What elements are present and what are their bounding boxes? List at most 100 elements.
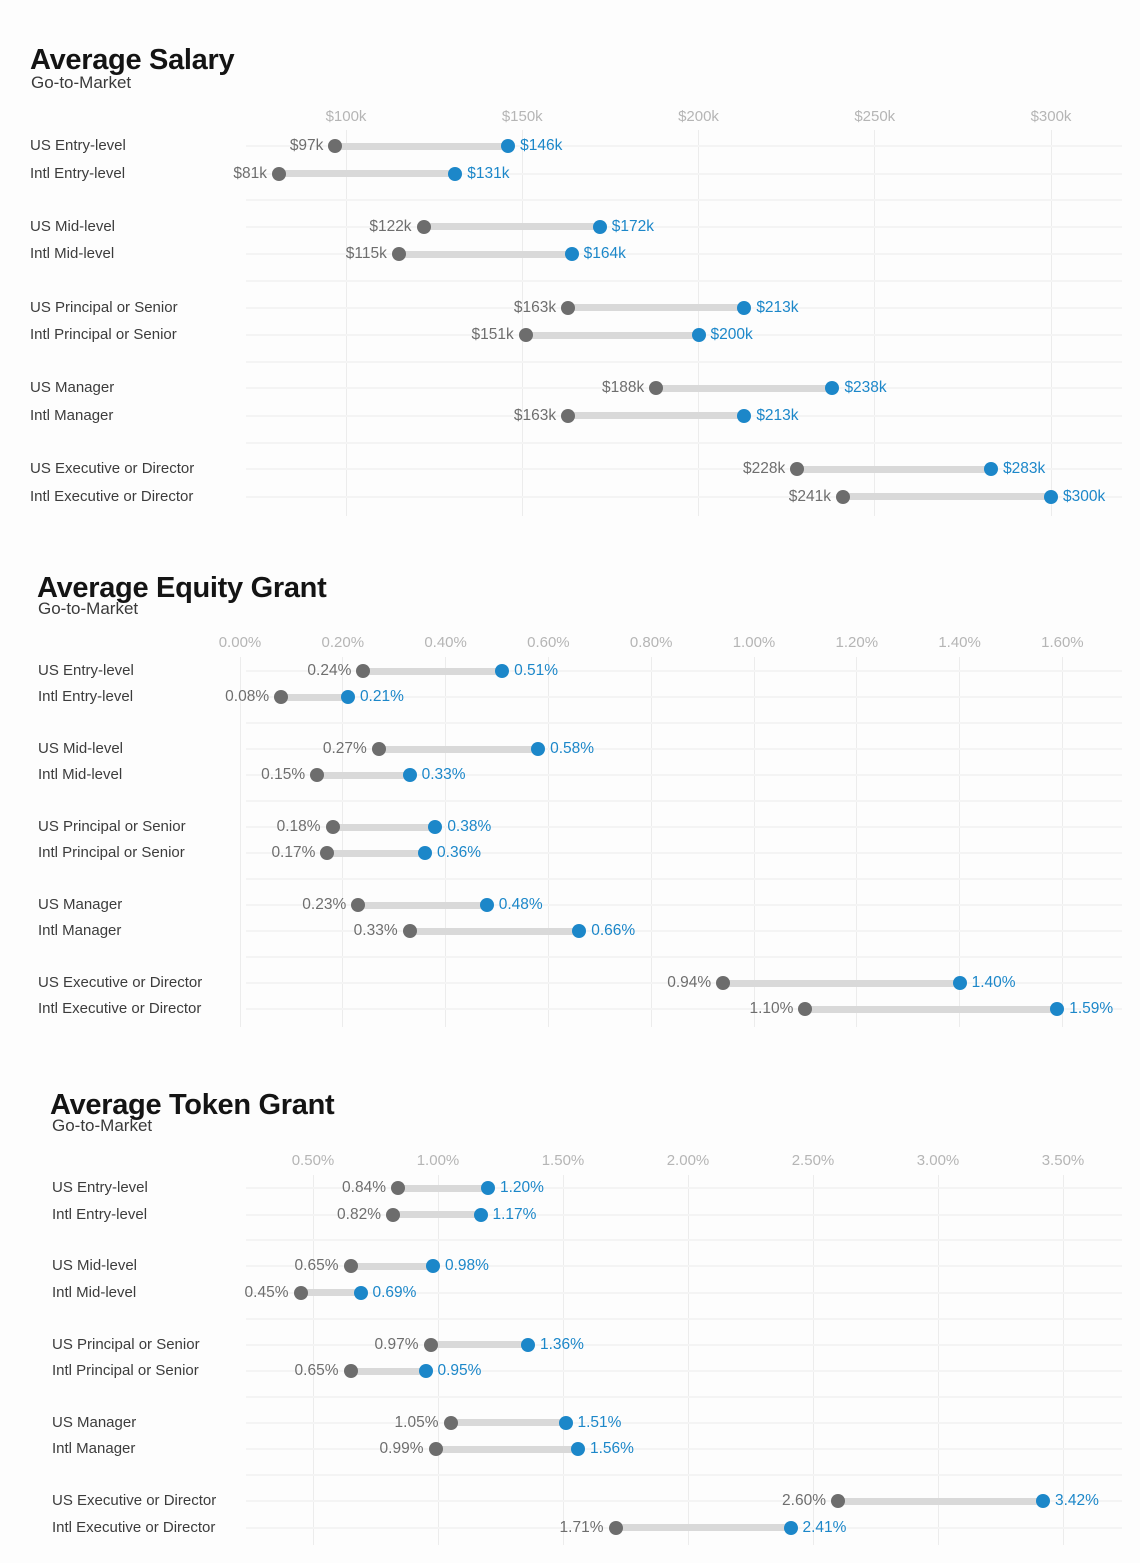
min-value-label: 0.24% [307, 662, 352, 679]
category-label: US Entry-level [52, 1179, 148, 1196]
min-dot[interactable] [608, 1520, 623, 1535]
h-gridline [246, 1421, 1122, 1424]
max-dot[interactable] [1036, 1494, 1050, 1509]
min-dot[interactable] [649, 381, 664, 396]
x-tick-label: 1.40% [938, 634, 981, 651]
h-gridline [246, 696, 1122, 698]
min-dot[interactable] [386, 1207, 400, 1222]
max-value-label: $300k [1063, 487, 1106, 505]
h-gridline [246, 1317, 1122, 1320]
range-bar [378, 745, 539, 753]
max-dot[interactable] [531, 742, 546, 756]
min-value-label: 0.99% [379, 1440, 424, 1458]
min-dot[interactable] [423, 1337, 438, 1352]
h-gridline [246, 1396, 1122, 1398]
min-dot[interactable] [790, 462, 805, 477]
min-dot[interactable] [310, 768, 325, 782]
min-dot[interactable] [798, 1002, 813, 1016]
category-label: US Executive or Director [30, 460, 195, 478]
max-dot[interactable] [691, 328, 706, 343]
max-dot[interactable] [825, 381, 840, 396]
min-dot[interactable] [391, 247, 406, 262]
max-dot[interactable] [473, 1207, 488, 1222]
min-dot[interactable] [443, 1415, 458, 1430]
min-dot[interactable] [831, 1494, 845, 1509]
max-dot[interactable] [428, 820, 443, 834]
min-dot[interactable] [518, 328, 533, 343]
v-gridline [687, 1175, 689, 1545]
min-value-label: 1.71% [559, 1518, 604, 1536]
min-dot[interactable] [836, 489, 851, 504]
min-dot[interactable] [391, 1181, 405, 1195]
max-dot[interactable] [572, 924, 587, 938]
h-gridline [246, 722, 1122, 724]
max-dot[interactable] [1050, 1002, 1065, 1016]
h-gridline [246, 1008, 1122, 1010]
min-value-label: 0.65% [294, 1362, 339, 1380]
max-value-label: 0.51% [514, 662, 559, 679]
min-dot[interactable] [402, 924, 417, 938]
range-bar [838, 1497, 1043, 1505]
max-dot[interactable] [984, 462, 999, 477]
category-label: Intl Mid-level [52, 1283, 137, 1301]
max-dot[interactable] [952, 976, 967, 990]
max-dot[interactable] [418, 1364, 433, 1379]
max-dot[interactable] [353, 1285, 368, 1300]
max-dot[interactable] [783, 1520, 798, 1535]
min-dot[interactable] [371, 742, 386, 756]
min-dot[interactable] [272, 166, 287, 181]
v-gridline [812, 1175, 814, 1545]
range-bar [423, 223, 600, 231]
max-dot[interactable] [340, 690, 355, 704]
range-bar [805, 1005, 1058, 1013]
min-dot[interactable] [343, 1364, 358, 1379]
min-dot[interactable] [320, 846, 335, 860]
v-gridline [1061, 657, 1063, 1027]
x-tick-label: 1.00% [732, 634, 776, 651]
max-dot[interactable] [521, 1337, 535, 1352]
min-dot[interactable] [416, 219, 431, 234]
range-bar [332, 823, 436, 831]
max-dot[interactable] [558, 1415, 573, 1430]
h-gridline [246, 279, 1122, 282]
min-dot[interactable] [274, 690, 289, 704]
x-tick-label: 2.00% [666, 1152, 710, 1169]
v-gridline [753, 657, 755, 1027]
min-dot[interactable] [343, 1259, 358, 1274]
min-dot[interactable] [351, 898, 366, 912]
v-gridline [562, 1175, 564, 1545]
min-dot[interactable] [428, 1442, 443, 1457]
max-dot[interactable] [1044, 489, 1058, 504]
min-dot[interactable] [293, 1285, 308, 1300]
min-value-label: 0.97% [374, 1335, 419, 1353]
max-dot[interactable] [737, 300, 752, 315]
v-gridline [239, 657, 241, 1027]
max-dot[interactable] [564, 247, 579, 262]
min-value-label: $115k [345, 245, 387, 263]
max-dot[interactable] [448, 166, 463, 181]
max-dot[interactable] [402, 768, 417, 782]
min-dot[interactable] [716, 976, 731, 990]
max-dot[interactable] [481, 1181, 495, 1195]
category-label: US Entry-level [30, 137, 126, 154]
h-gridline [246, 441, 1122, 444]
min-dot[interactable] [356, 664, 371, 678]
max-dot[interactable] [479, 898, 494, 912]
max-value-label: 1.51% [577, 1413, 622, 1431]
min-dot[interactable] [561, 300, 576, 315]
max-dot[interactable] [495, 664, 510, 678]
max-dot[interactable] [418, 846, 433, 860]
max-dot[interactable] [501, 139, 516, 153]
max-dot[interactable] [426, 1259, 440, 1274]
range-bar [350, 1262, 433, 1270]
v-gridline [521, 130, 523, 516]
max-dot[interactable] [737, 408, 752, 423]
min-dot[interactable] [325, 820, 340, 834]
min-dot[interactable] [561, 408, 576, 423]
max-dot[interactable] [592, 219, 607, 234]
x-tick-label: 0.80% [629, 634, 673, 651]
min-dot[interactable] [328, 139, 343, 153]
max-dot[interactable] [571, 1442, 585, 1457]
